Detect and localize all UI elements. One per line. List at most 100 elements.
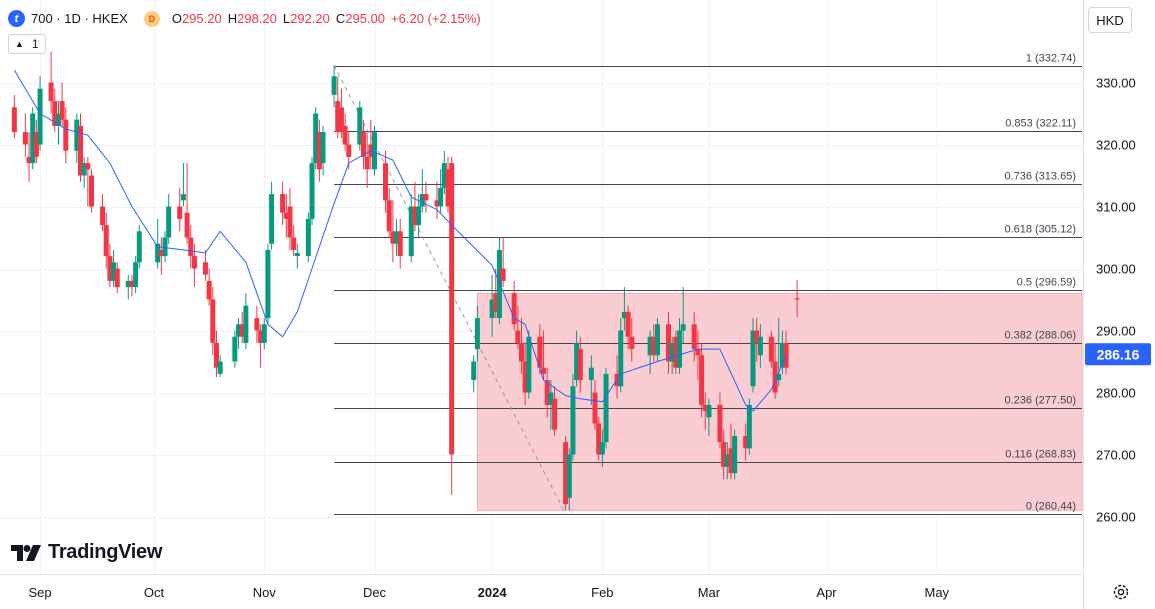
candle xyxy=(33,119,39,164)
candle xyxy=(372,125,377,176)
candle-body xyxy=(629,336,635,350)
price-tick-label: 270.00 xyxy=(1096,448,1136,463)
candle-body xyxy=(316,132,322,170)
candle xyxy=(48,51,54,114)
candle-body xyxy=(603,373,609,443)
candle-body xyxy=(258,330,264,343)
logo-text: TradingView xyxy=(48,541,163,563)
candle-body xyxy=(74,119,80,151)
candle xyxy=(254,305,260,343)
candle-body xyxy=(283,212,289,219)
close-value: 295.00 xyxy=(345,11,386,26)
candle-body xyxy=(544,380,550,405)
candle xyxy=(166,194,172,244)
candle-body xyxy=(397,231,403,257)
price-tick-label: 310.00 xyxy=(1096,200,1136,215)
candle xyxy=(331,65,337,108)
candle-body xyxy=(515,330,521,343)
candle xyxy=(397,218,403,269)
candle xyxy=(599,429,605,467)
candle xyxy=(629,318,635,362)
candle-body xyxy=(592,392,598,424)
candle xyxy=(52,88,58,133)
candle xyxy=(625,305,631,350)
candle-body xyxy=(52,101,58,126)
candle-body xyxy=(11,107,17,133)
low-value: 292.20 xyxy=(290,11,330,26)
candle xyxy=(258,324,264,368)
candle-body xyxy=(269,194,275,244)
candle-body xyxy=(346,144,352,157)
candle-body xyxy=(695,349,701,356)
candle xyxy=(423,181,429,213)
time-axis: Sep Oct Nov Dec 2024 Feb Mar Apr May xyxy=(29,585,950,600)
symbol-title[interactable]: 700 · 1D · HKEX xyxy=(31,11,128,26)
candle-body xyxy=(111,262,117,281)
candle xyxy=(206,268,212,306)
low-key: L xyxy=(282,11,291,26)
open-value: 295.20 xyxy=(181,11,222,26)
candle xyxy=(125,274,131,300)
candle xyxy=(489,274,495,337)
currency-button[interactable]: HKD xyxy=(1088,7,1132,33)
candle-body xyxy=(651,336,657,356)
candle-body xyxy=(85,163,91,170)
tradingview-logo[interactable]: TradingView xyxy=(11,541,162,564)
candle-body xyxy=(776,373,782,381)
candle xyxy=(210,287,216,356)
candle xyxy=(515,305,521,350)
candle xyxy=(779,330,785,374)
candle xyxy=(603,367,609,449)
candle xyxy=(283,194,289,238)
candle-body xyxy=(305,218,311,257)
current-price-tag: 286.16 xyxy=(1085,343,1151,366)
candle xyxy=(177,187,183,232)
candle xyxy=(596,417,602,461)
candle xyxy=(651,324,657,362)
candle xyxy=(552,386,558,436)
candle xyxy=(202,249,208,281)
candle-body xyxy=(206,280,212,300)
candle xyxy=(588,355,594,405)
candle xyxy=(386,187,392,238)
candle xyxy=(717,392,723,449)
candle-body xyxy=(754,330,760,343)
candle xyxy=(180,163,186,207)
range-zone xyxy=(476,292,1083,511)
candle-body xyxy=(26,156,32,164)
candle-body xyxy=(526,336,532,393)
candle xyxy=(493,268,499,319)
candle-body xyxy=(280,194,286,213)
candle xyxy=(544,367,550,418)
candle-body xyxy=(155,243,161,263)
candle xyxy=(59,82,65,126)
time-tick-label: Nov xyxy=(253,585,277,600)
candle xyxy=(191,243,197,288)
gear-icon[interactable] xyxy=(1111,582,1131,602)
price-tick-label: 280.00 xyxy=(1096,386,1136,401)
candle xyxy=(654,318,660,362)
symbol-logo-icon[interactable]: t xyxy=(8,10,25,27)
candle xyxy=(537,324,543,374)
current-price-box xyxy=(1085,343,1151,366)
candle-body xyxy=(541,367,547,374)
indicators-toggle[interactable]: ▲ 1 xyxy=(8,34,46,54)
candle xyxy=(26,132,32,182)
candle xyxy=(526,330,532,399)
candle-body xyxy=(699,355,705,405)
candle-body xyxy=(342,125,348,145)
candle-body xyxy=(89,175,95,207)
candle-body xyxy=(360,132,366,157)
candle-body xyxy=(706,404,712,418)
moving-average xyxy=(13,69,787,412)
candle xyxy=(677,318,683,374)
delayed-data-badge[interactable]: D xyxy=(143,10,160,27)
chevron-up-icon: ▲ xyxy=(15,39,24,49)
candle-body xyxy=(364,156,370,170)
candle-body xyxy=(48,82,54,102)
candle-body xyxy=(394,231,400,244)
candle xyxy=(577,336,583,393)
candle-body xyxy=(107,256,113,281)
candle-body xyxy=(313,113,319,164)
